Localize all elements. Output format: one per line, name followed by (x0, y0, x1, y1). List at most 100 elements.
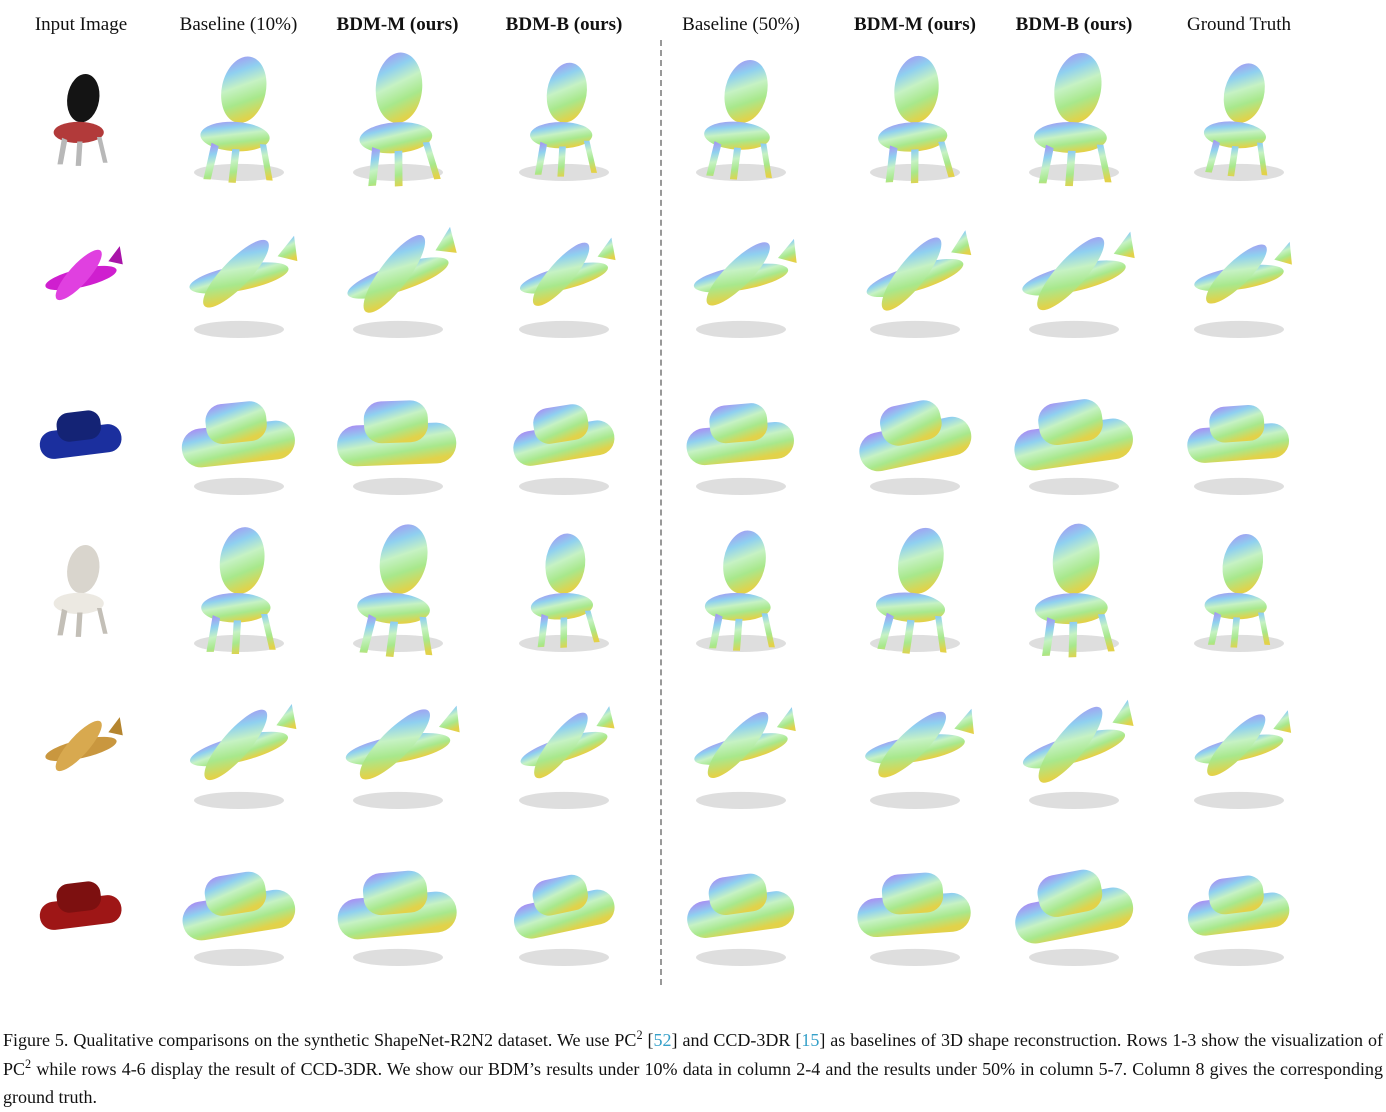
citation-link[interactable]: 52 (653, 1030, 672, 1050)
input-image-airplane (45, 245, 123, 300)
cell-row-5-input-image (0, 670, 162, 827)
cell-row-1-bdm-m-50 (834, 42, 996, 199)
pointcloud-chair (870, 55, 960, 183)
cell-row-1-baseline-10 (162, 42, 315, 199)
cell-row-6-bdm-m-10 (315, 827, 480, 984)
pointcloud-car (687, 873, 795, 966)
citation-link[interactable]: 15 (801, 1030, 820, 1050)
caption-text: while rows 4-6 display the result of CCD… (3, 1058, 1383, 1107)
cell-row-4-input-image (0, 513, 162, 670)
cell-row-5-bdm-b-10 (480, 670, 648, 827)
cell-row-1-ground-truth (1152, 42, 1326, 199)
cell-row-6-baseline-50 (648, 827, 834, 984)
column-header-bdm-m-10: BDM-M (ours) (336, 14, 459, 35)
pointcloud-car (1014, 398, 1133, 495)
pointcloud-airplane (346, 226, 457, 338)
cell-row-5-baseline-50 (648, 670, 834, 827)
cell-row-6-bdm-b-50 (996, 827, 1152, 984)
cell-row-1-bdm-m-10 (315, 42, 480, 199)
pointcloud-airplane (1022, 231, 1135, 338)
pointcloud-airplane (694, 706, 796, 809)
pointcloud-chair (519, 533, 609, 652)
figure-5: Input Image Baseline (10%) BDM-M (ours) … (0, 8, 1386, 985)
cell-row-4-bdm-b-50 (996, 513, 1152, 670)
pointcloud-car (686, 402, 794, 495)
cell-row-4-baseline-50 (648, 513, 834, 670)
cell-row-2-input-image (0, 199, 162, 356)
pointcloud-chair (193, 56, 284, 183)
cell-row-2-bdm-b-10 (480, 199, 648, 356)
pointcloud-airplane (188, 235, 297, 338)
pointcloud-car (514, 874, 615, 966)
cell-row-5-bdm-m-10 (315, 670, 480, 827)
cell-row-2-bdm-m-10 (315, 199, 480, 356)
cell-row-6-bdm-m-50 (834, 827, 996, 984)
cell-row-2-ground-truth (1152, 199, 1326, 356)
pointcloud-airplane (519, 237, 616, 338)
pointcloud-chair (1029, 523, 1119, 657)
pointcloud-chair (1194, 533, 1284, 652)
pointcloud-airplane (189, 703, 296, 809)
pointcloud-chair (352, 52, 443, 186)
column-header-ground-truth: Ground Truth (1187, 14, 1291, 35)
pointcloud-chair (1029, 52, 1119, 186)
cell-row-3-bdm-b-50 (996, 356, 1152, 513)
pointcloud-airplane (693, 238, 797, 338)
cell-row-1-bdm-b-10 (480, 42, 648, 199)
cell-row-2-bdm-m-50 (834, 199, 996, 356)
pointcloud-airplane (345, 705, 460, 809)
cell-row-4-bdm-m-10 (315, 513, 480, 670)
cell-row-2-baseline-50 (648, 199, 834, 356)
pointcloud-car (181, 400, 295, 495)
cell-row-3-bdm-m-50 (834, 356, 996, 513)
cell-row-6-ground-truth (1152, 827, 1326, 984)
superscript: 2 (25, 1056, 32, 1071)
caption-text: Figure 5. Qualitative comparisons on the… (3, 1030, 637, 1050)
column-header-input-image: Input Image (34, 14, 128, 35)
cell-row-3-ground-truth (1152, 356, 1326, 513)
pointcloud-chair (696, 530, 786, 652)
cell-row-3-bdm-b-10 (480, 356, 648, 513)
input-image-chair (53, 73, 108, 166)
cell-row-5-bdm-b-50 (996, 670, 1152, 827)
cell-row-4-ground-truth (1152, 513, 1326, 670)
pointcloud-car (857, 872, 971, 966)
pointcloud-airplane (1194, 709, 1292, 809)
column-header-baseline-50: Baseline (50%) (682, 14, 800, 35)
cell-row-4-bdm-b-10 (480, 513, 648, 670)
caption-text: [ (642, 1030, 654, 1050)
figure-grid (0, 42, 1386, 984)
pointcloud-chair (870, 527, 960, 654)
pointcloud-chair (696, 59, 786, 181)
pointcloud-car (1187, 875, 1290, 966)
pointcloud-car (336, 399, 456, 495)
pointcloud-chair (519, 62, 609, 181)
cell-row-4-baseline-10 (162, 513, 315, 670)
cell-row-2-baseline-10 (162, 199, 315, 356)
cell-row-3-baseline-10 (162, 356, 315, 513)
input-image-car (39, 880, 122, 930)
pointcloud-car (859, 399, 972, 495)
cell-row-5-bdm-m-50 (834, 670, 996, 827)
pointcloud-airplane (866, 229, 972, 338)
column-header-baseline-10: Baseline (10%) (179, 14, 298, 35)
pointcloud-airplane (865, 708, 974, 809)
caption-text: ] as baselines of 3D shape reconstructio… (3, 1030, 1383, 1079)
input-image-chair (53, 544, 108, 637)
input-image-car (39, 409, 122, 459)
cell-row-5-baseline-10 (162, 670, 315, 827)
caption-text: ] and CCD-3DR [ (671, 1030, 802, 1050)
pointcloud-chair (1194, 62, 1284, 181)
column-header-bdm-b-10: BDM-B (ours) (505, 14, 623, 35)
pointcloud-chair (193, 526, 284, 654)
pointcloud-car (337, 870, 457, 966)
cell-row-5-ground-truth (1152, 670, 1326, 827)
cell-row-6-bdm-b-10 (480, 827, 648, 984)
column-headers: Input Image Baseline (10%) BDM-M (ours) … (0, 8, 1386, 42)
pointcloud-car (182, 871, 295, 966)
cell-row-2-bdm-b-50 (996, 199, 1152, 356)
cell-row-1-baseline-50 (648, 42, 834, 199)
cell-row-3-baseline-50 (648, 356, 834, 513)
cell-row-3-bdm-m-10 (315, 356, 480, 513)
cell-row-1-bdm-b-50 (996, 42, 1152, 199)
